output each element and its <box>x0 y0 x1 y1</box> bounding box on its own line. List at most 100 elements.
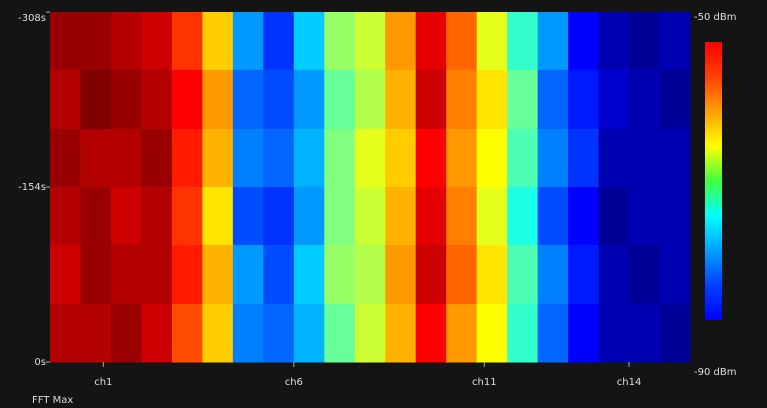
x-tick-label: ch6 <box>285 377 303 388</box>
heat-cell <box>233 70 264 130</box>
heat-cell <box>538 129 569 187</box>
heat-cell <box>172 304 203 362</box>
heat-cell <box>202 245 233 305</box>
heat-cell <box>80 70 111 130</box>
heat-cell <box>233 245 264 305</box>
heat-cell <box>233 304 264 362</box>
heat-cell <box>568 70 599 130</box>
heat-cell <box>141 187 172 245</box>
heat-cell <box>263 70 294 130</box>
heat-cell <box>416 129 447 187</box>
heat-cell <box>355 304 386 362</box>
y-tick-label: -308s <box>18 13 46 24</box>
heat-cell <box>416 70 447 130</box>
heat-cell <box>660 245 691 305</box>
heat-cell <box>324 129 355 187</box>
mode-label: FFT Max <box>32 395 73 406</box>
heat-cell <box>416 187 447 245</box>
heat-cell <box>294 304 325 362</box>
heat-cell <box>507 70 538 130</box>
heat-cell <box>80 12 111 70</box>
heat-cell <box>50 304 81 362</box>
heat-cell <box>80 304 111 362</box>
heat-cell <box>50 70 81 130</box>
heat-cell <box>568 129 599 187</box>
heat-cell <box>385 304 416 362</box>
heat-cell <box>385 70 416 130</box>
heat-cell <box>111 70 142 130</box>
heat-cell <box>568 245 599 305</box>
heat-cell <box>355 70 386 130</box>
heat-cell <box>416 245 447 305</box>
heat-cell <box>629 187 660 245</box>
heat-cell <box>416 304 447 362</box>
heat-cell <box>568 304 599 362</box>
heat-cell <box>141 70 172 130</box>
heat-cell <box>446 70 477 130</box>
heat-cell <box>111 129 142 187</box>
heat-cell <box>629 304 660 362</box>
y-tick-label: 0s <box>34 357 46 368</box>
heat-cell <box>141 129 172 187</box>
heat-cell <box>50 245 81 305</box>
heat-cell <box>141 12 172 70</box>
heat-cell <box>477 304 508 362</box>
heat-cell <box>660 187 691 245</box>
heat-cell <box>324 12 355 70</box>
heat-cell <box>538 187 569 245</box>
heat-cell <box>172 245 203 305</box>
heat-cell <box>446 129 477 187</box>
colorbar <box>705 42 722 320</box>
heat-cell <box>660 70 691 130</box>
heat-cell <box>355 12 386 70</box>
heat-cell <box>538 304 569 362</box>
heat-cell <box>202 70 233 130</box>
heat-cell <box>172 187 203 245</box>
heat-cell <box>263 187 294 245</box>
heat-cell <box>80 129 111 187</box>
heat-cell <box>629 70 660 130</box>
heat-cell <box>324 187 355 245</box>
heat-cell <box>477 70 508 130</box>
heat-cell <box>507 304 538 362</box>
x-tick-label: ch1 <box>94 377 112 388</box>
heat-cell <box>141 304 172 362</box>
heat-cell <box>80 187 111 245</box>
heat-cell <box>294 70 325 130</box>
heat-cell <box>111 304 142 362</box>
heat-cell <box>202 304 233 362</box>
heat-cell <box>263 12 294 70</box>
heat-cell <box>50 129 81 187</box>
heat-cell <box>263 245 294 305</box>
heat-cell <box>355 187 386 245</box>
heat-cell <box>233 12 264 70</box>
heat-cell <box>446 187 477 245</box>
heat-cell <box>599 187 630 245</box>
heat-cell <box>50 187 81 245</box>
heat-cell <box>538 245 569 305</box>
heat-cell <box>202 12 233 70</box>
heat-cell <box>111 245 142 305</box>
heat-cell <box>629 12 660 70</box>
heat-cell <box>599 245 630 305</box>
heat-cell <box>477 129 508 187</box>
heat-cell <box>294 129 325 187</box>
heat-cell <box>233 187 264 245</box>
heat-cell <box>599 129 630 187</box>
heat-cell <box>50 12 81 70</box>
heat-cell <box>599 304 630 362</box>
heat-cell <box>538 12 569 70</box>
heat-cell <box>172 70 203 130</box>
page: FFT Max -308s-154s0sch1ch6ch11ch14-50 dB… <box>0 0 767 408</box>
heat-cell <box>507 187 538 245</box>
heat-cell <box>507 12 538 70</box>
heat-cell <box>477 187 508 245</box>
heat-cell <box>111 187 142 245</box>
heat-cell <box>568 12 599 70</box>
heat-cell <box>233 129 264 187</box>
heat-cell <box>202 187 233 245</box>
heat-cell <box>172 12 203 70</box>
heat-cell <box>324 70 355 130</box>
heat-cell <box>111 12 142 70</box>
heat-cell <box>294 12 325 70</box>
